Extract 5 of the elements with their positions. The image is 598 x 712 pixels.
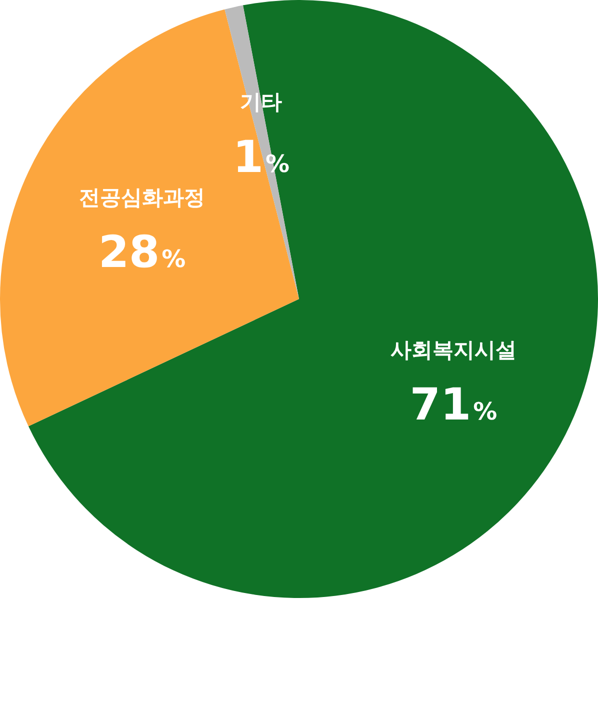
slice-label: 기타 [240, 90, 282, 114]
slice-label: 전공심화과정 [79, 186, 206, 210]
slice-label: 사회복지시설 [390, 338, 517, 362]
data-label: 28% [98, 227, 186, 278]
data-label: 71% [410, 380, 498, 431]
